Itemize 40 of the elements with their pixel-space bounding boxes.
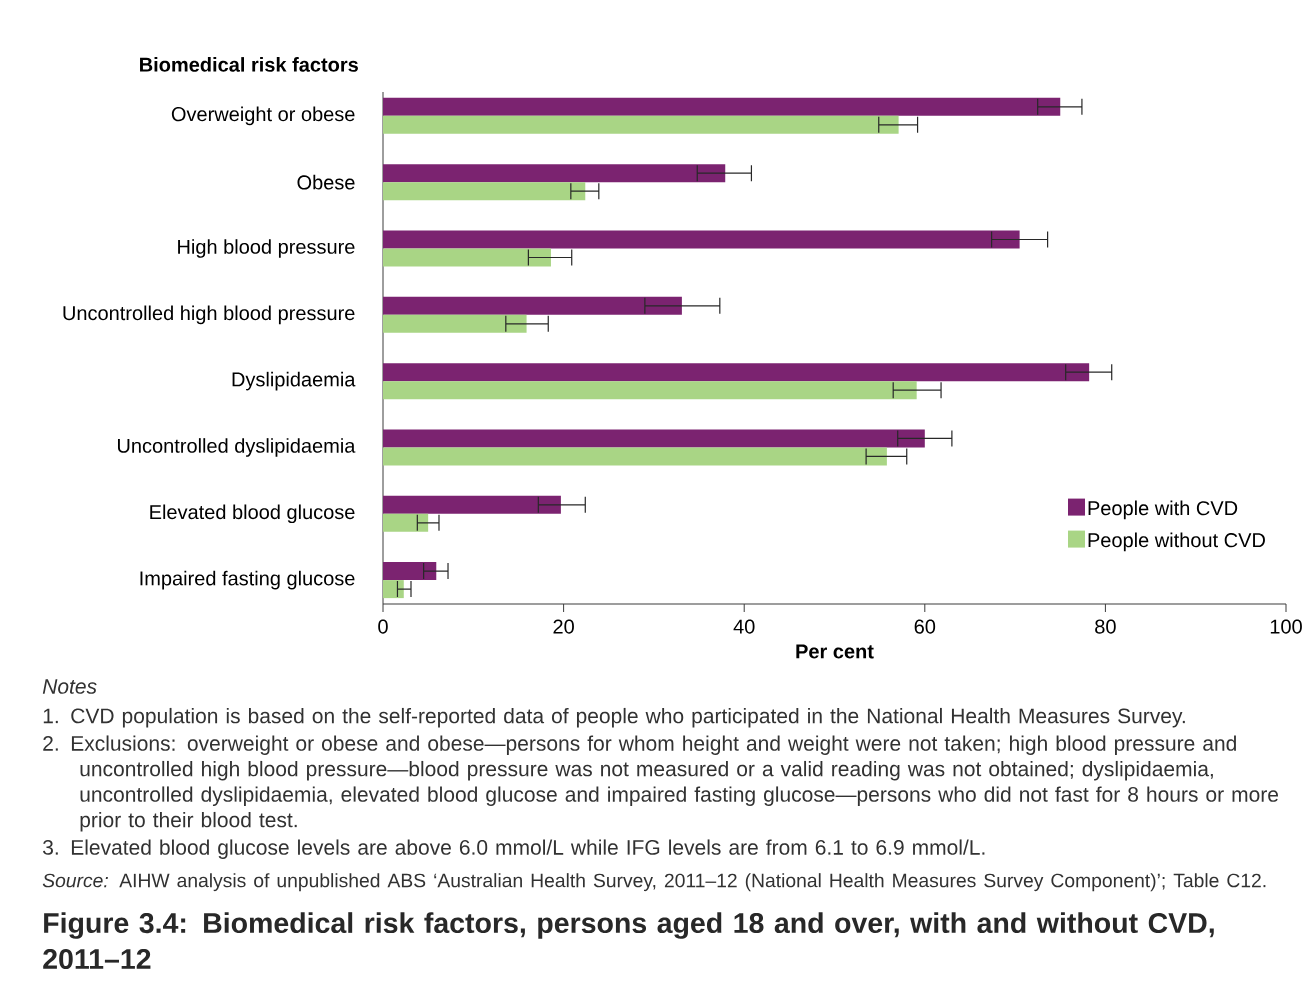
text: Notes	[42, 679, 97, 694]
bar	[383, 97, 1061, 116]
x-tick-label: 100	[1270, 619, 1302, 634]
text: 2. Exclusions: overweight or obese and obese—persons for whom height and weight were not taken; high blood pressure and uncontrolled high blood pressure—blood pressure was not measured or a valid reading was not obtained; dyslipidaemia, uncontrolled dyslipidaemia, elevated blood glucose and impaired fasting glucose—persons who did not fast for 8 hours or more prior to their blood test.	[43, 735, 1279, 832]
x-tick-label: 20	[553, 619, 574, 634]
bar	[383, 182, 586, 201]
y-tick-label: Elevated blood glucose	[150, 504, 355, 524]
x-tick-label: 40	[733, 619, 755, 634]
bar	[383, 164, 726, 183]
y-tick-label: High blood pressure	[178, 239, 355, 258]
y-axis-title: Biomedical risk factors	[140, 57, 358, 72]
x-axis-title: Per cent	[796, 644, 874, 659]
y-tick-label: Dyslipidaemia	[232, 371, 356, 391]
bar	[383, 429, 925, 448]
y-tick-label: Overweight or obese	[171, 106, 355, 126]
bar	[383, 562, 437, 581]
text: 1. CVD population is based on the self-reported data of people who participated in the National Health Measures Survey.	[43, 707, 1185, 728]
text: Source: AIHW analysis of unpublished ABS ‘Australian Health Survey, 2011–12 (National Health Measures Survey Component)’; Table C12.	[42, 873, 1266, 892]
x-tick-label: 80	[1095, 619, 1116, 634]
bar	[383, 248, 551, 267]
y-tick-label: Obese	[297, 174, 355, 190]
bar	[383, 230, 1020, 249]
bar	[383, 381, 917, 400]
y-tick-label: Impaired fasting glucose	[140, 570, 355, 590]
bar	[383, 296, 682, 315]
bar	[383, 513, 429, 532]
bar	[383, 447, 887, 466]
bar	[383, 363, 1090, 382]
x-tick-label: 0	[378, 619, 388, 634]
legend-label: People without CVD	[1088, 532, 1265, 552]
bar	[383, 314, 527, 333]
text: 3. Elevated blood glucose levels are above 6.0 mmol/L while IFG levels are from 6.1 to 6.9 mmol/L.	[43, 839, 985, 859]
y-tick-label: Uncontrolled dyslipidaemia	[118, 438, 356, 457]
y-tick-label: Uncontrolled high blood pressure	[63, 305, 355, 325]
bar	[383, 115, 899, 134]
bar	[383, 495, 561, 514]
legend-label: People with CVD	[1088, 500, 1238, 520]
x-tick-label: 60	[914, 619, 936, 634]
bar	[383, 580, 404, 599]
text: Figure 3.4: Biomedical risk factors, persons aged 18 and over, with and without CVD, 2011–12	[43, 912, 1214, 970]
